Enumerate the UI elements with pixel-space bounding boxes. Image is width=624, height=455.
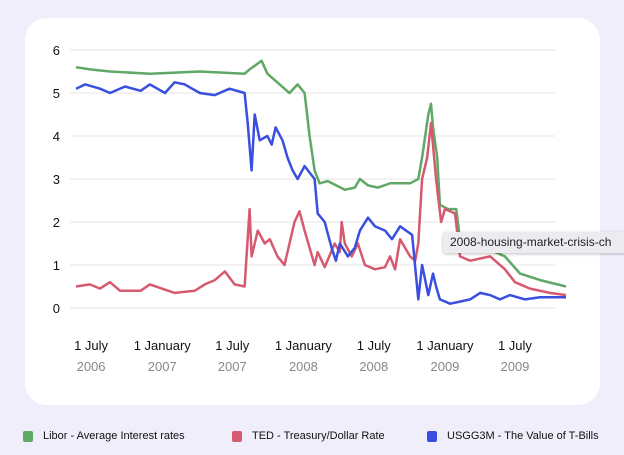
- x-tick-label: 1 July: [74, 338, 108, 353]
- y-tick-label: 0: [53, 301, 60, 316]
- x-tick-year: 2009: [500, 359, 529, 374]
- legend-swatch: [427, 430, 437, 442]
- x-tick-label: 1 July: [215, 338, 249, 353]
- ted-line: [75, 121, 567, 297]
- x-tick-label: 1 July: [498, 338, 532, 353]
- x-tick-year: 2007: [218, 359, 247, 374]
- x-tick-year: 2006: [77, 359, 106, 374]
- x-tick-year: 2008: [289, 359, 318, 374]
- x-tick-year: 2008: [359, 359, 388, 374]
- y-tick-label: 6: [53, 43, 60, 58]
- legend-item-ted[interactable]: TED - Treasury/Dollar Rate: [232, 430, 385, 442]
- legend-label: TED - Treasury/Dollar Rate: [252, 430, 385, 442]
- y-tick-label: 4: [53, 129, 60, 144]
- legend-swatch: [23, 430, 33, 442]
- y-tick-label: 3: [53, 172, 60, 187]
- x-tick-year: 2007: [148, 359, 177, 374]
- legend-item-usgg3m[interactable]: USGG3M - The Value of T-Bills: [427, 430, 599, 442]
- y-tick-label: 2: [53, 215, 60, 230]
- x-tick-label: 1 January: [416, 338, 474, 353]
- x-tick-label: 1 July: [357, 338, 391, 353]
- legend-label: USGG3M - The Value of T-Bills: [447, 430, 599, 442]
- x-tick-year: 2009: [430, 359, 459, 374]
- y-tick-label: 5: [53, 86, 60, 101]
- chart-card: [25, 18, 600, 405]
- libor-line: [75, 59, 567, 288]
- x-tick-label: 1 January: [275, 338, 333, 353]
- legend-item-libor[interactable]: Libor - Average Interest rates: [23, 430, 185, 442]
- legend-label: Libor - Average Interest rates: [43, 430, 185, 442]
- chart-tooltip: 2008-housing-market-crisis-ch: [443, 232, 624, 253]
- legend-swatch: [232, 430, 242, 442]
- x-tick-label: 1 January: [134, 338, 192, 353]
- usgg3m-line: [75, 81, 566, 305]
- y-tick-label: 1: [53, 258, 60, 273]
